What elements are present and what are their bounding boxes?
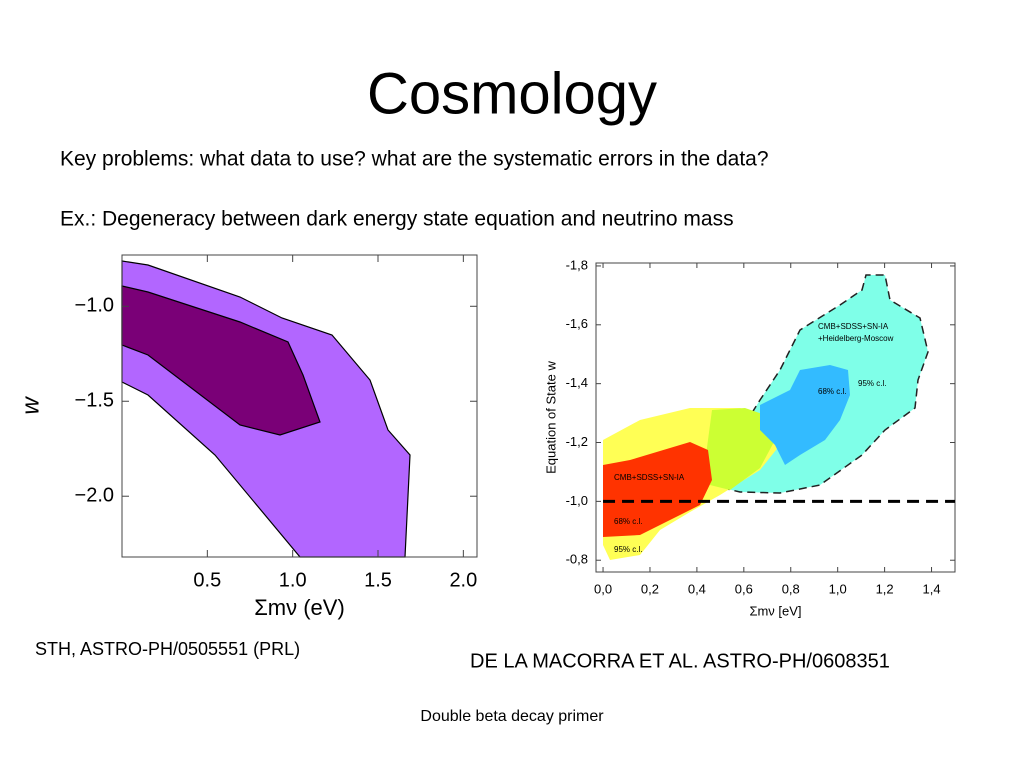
annotation: +Heidelberg-Moscow [818, 334, 894, 343]
x-tick-label: 1,0 [829, 581, 847, 596]
x-tick-label: 2.0 [449, 569, 477, 591]
x-tick-label: 0,2 [641, 581, 659, 596]
annotation: 95% c.l. [858, 379, 886, 388]
x-tick-label: 1,4 [922, 581, 940, 596]
y-tick-label: −1.0 [75, 295, 114, 317]
plot-frame [121, 254, 478, 558]
caption: STH, ASTRO-PH/0505551 (PRL) [35, 639, 300, 659]
y-tick-label: -1,0 [566, 493, 588, 508]
y-axis-label: w [17, 396, 44, 415]
x-tick-label: 0,8 [782, 581, 800, 596]
x-tick-label: 0,0 [594, 581, 612, 596]
annotation: 68% c.l. [818, 387, 846, 396]
y-tick-label: -1,8 [566, 257, 588, 272]
x-tick-label: 1.0 [279, 569, 307, 591]
y-tick-label: -0,8 [566, 552, 588, 567]
contour-blue [760, 365, 850, 465]
contour-overlap [706, 408, 775, 490]
x-axis-label: Σmν (eV) [254, 595, 345, 620]
y-tick-label: -1,2 [566, 434, 588, 449]
text-line: Ex.: Degeneracy between dark energy stat… [60, 208, 734, 231]
x-tick-label: 1.5 [364, 569, 392, 591]
footer: Double beta decay primer [420, 708, 604, 725]
slide-title: Cosmology [367, 61, 657, 126]
y-tick-label: -1,6 [566, 316, 588, 331]
annotation: CMB+SDSS+SN-IA [818, 322, 889, 331]
caption: DE LA MACORRA ET AL. ASTRO-PH/0608351 [470, 650, 890, 672]
x-tick-label: 0,4 [688, 581, 706, 596]
y-tick-label: -1,4 [566, 375, 588, 390]
x-tick-label: 0,6 [735, 581, 753, 596]
contour-red [603, 442, 712, 537]
x-axis-label: Σmν [eV] [749, 603, 801, 618]
contour-68 [121, 285, 321, 436]
annotation: 68% c.l. [614, 517, 642, 526]
plot-frame [595, 262, 956, 573]
y-tick-label: −1.5 [75, 390, 114, 412]
y-axis-label: Equation of State w [543, 361, 558, 474]
annotation: 95% c.l. [614, 545, 642, 554]
x-tick-label: 0.5 [193, 569, 221, 591]
y-tick-label: −2.0 [75, 485, 114, 507]
x-tick-label: 1,2 [876, 581, 894, 596]
text-line: Key problems: what data to use? what are… [60, 148, 769, 171]
annotation: CMB+SDSS+SN-IA [614, 473, 685, 482]
